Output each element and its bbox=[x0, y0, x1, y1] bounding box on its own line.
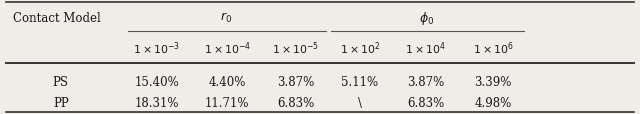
Text: 6.83%: 6.83% bbox=[277, 96, 314, 109]
Text: Contact Model: Contact Model bbox=[13, 12, 100, 25]
Text: 3.39%: 3.39% bbox=[474, 76, 511, 89]
Text: $1 \times 10^{-5}$: $1 \times 10^{-5}$ bbox=[272, 40, 319, 56]
Text: PP: PP bbox=[53, 96, 68, 109]
Text: 3.87%: 3.87% bbox=[407, 76, 444, 89]
Text: $\phi_0$: $\phi_0$ bbox=[419, 10, 434, 27]
Text: \: \ bbox=[358, 96, 362, 109]
Text: 6.83%: 6.83% bbox=[407, 96, 444, 109]
Text: 4.40%: 4.40% bbox=[209, 76, 246, 89]
Text: $1 \times 10^{6}$: $1 \times 10^{6}$ bbox=[472, 40, 513, 56]
Text: 5.11%: 5.11% bbox=[341, 76, 378, 89]
Text: 11.71%: 11.71% bbox=[205, 96, 250, 109]
Text: $1 \times 10^{-3}$: $1 \times 10^{-3}$ bbox=[133, 40, 180, 56]
Text: 18.31%: 18.31% bbox=[134, 96, 179, 109]
Text: 15.40%: 15.40% bbox=[134, 76, 179, 89]
Text: $1 \times 10^{-4}$: $1 \times 10^{-4}$ bbox=[204, 40, 251, 56]
Text: 3.87%: 3.87% bbox=[277, 76, 314, 89]
Text: $1 \times 10^{4}$: $1 \times 10^{4}$ bbox=[405, 40, 446, 56]
Text: PS: PS bbox=[52, 76, 69, 89]
Text: $1 \times 10^{2}$: $1 \times 10^{2}$ bbox=[340, 40, 380, 56]
Text: $r_0$: $r_0$ bbox=[221, 11, 232, 25]
Text: 4.98%: 4.98% bbox=[474, 96, 511, 109]
